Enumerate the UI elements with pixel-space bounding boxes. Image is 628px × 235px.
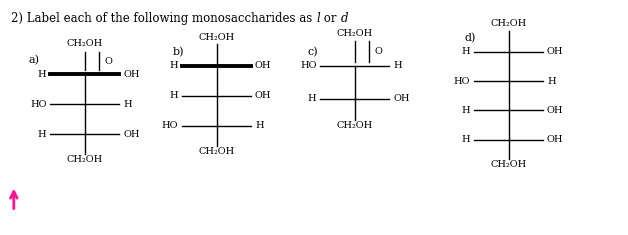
- Text: H: H: [462, 106, 470, 115]
- Text: CH₂OH: CH₂OH: [490, 20, 527, 28]
- Text: CH₂OH: CH₂OH: [337, 29, 373, 38]
- Text: l: l: [317, 12, 320, 25]
- Text: OH: OH: [547, 106, 563, 115]
- Text: OH: OH: [255, 91, 271, 100]
- Text: H: H: [308, 94, 317, 103]
- Text: HO: HO: [300, 61, 317, 70]
- Text: H: H: [547, 77, 556, 86]
- Text: OH: OH: [547, 47, 563, 56]
- Text: H: H: [170, 91, 178, 100]
- Text: H: H: [462, 47, 470, 56]
- Text: 2) Label each of the following monosaccharides as: 2) Label each of the following monosacch…: [11, 12, 317, 25]
- Text: H: H: [123, 100, 132, 109]
- Text: H: H: [255, 121, 264, 130]
- Text: H: H: [38, 70, 46, 78]
- Text: CH₂OH: CH₂OH: [490, 160, 527, 169]
- Text: CH₂OH: CH₂OH: [67, 155, 103, 164]
- Text: H: H: [170, 61, 178, 70]
- Text: c): c): [308, 47, 318, 57]
- Text: HO: HO: [30, 100, 46, 109]
- Text: d: d: [340, 12, 348, 25]
- Text: HO: HO: [454, 77, 470, 86]
- Text: H: H: [393, 61, 402, 70]
- Text: O: O: [375, 47, 383, 56]
- Text: OH: OH: [123, 130, 139, 139]
- Text: CH₂OH: CH₂OH: [337, 121, 373, 130]
- Text: d): d): [465, 32, 476, 43]
- Text: H: H: [462, 135, 470, 144]
- Text: CH₂OH: CH₂OH: [198, 33, 235, 42]
- Text: or: or: [320, 12, 340, 25]
- Text: a): a): [28, 55, 40, 65]
- Text: OH: OH: [123, 70, 139, 78]
- Text: HO: HO: [162, 121, 178, 130]
- Text: OH: OH: [547, 135, 563, 144]
- Text: H: H: [38, 130, 46, 139]
- Text: OH: OH: [255, 61, 271, 70]
- Text: OH: OH: [393, 94, 409, 103]
- Text: CH₂OH: CH₂OH: [67, 39, 103, 48]
- Text: O: O: [105, 57, 113, 66]
- Text: CH₂OH: CH₂OH: [198, 147, 235, 156]
- Text: b): b): [173, 47, 184, 57]
